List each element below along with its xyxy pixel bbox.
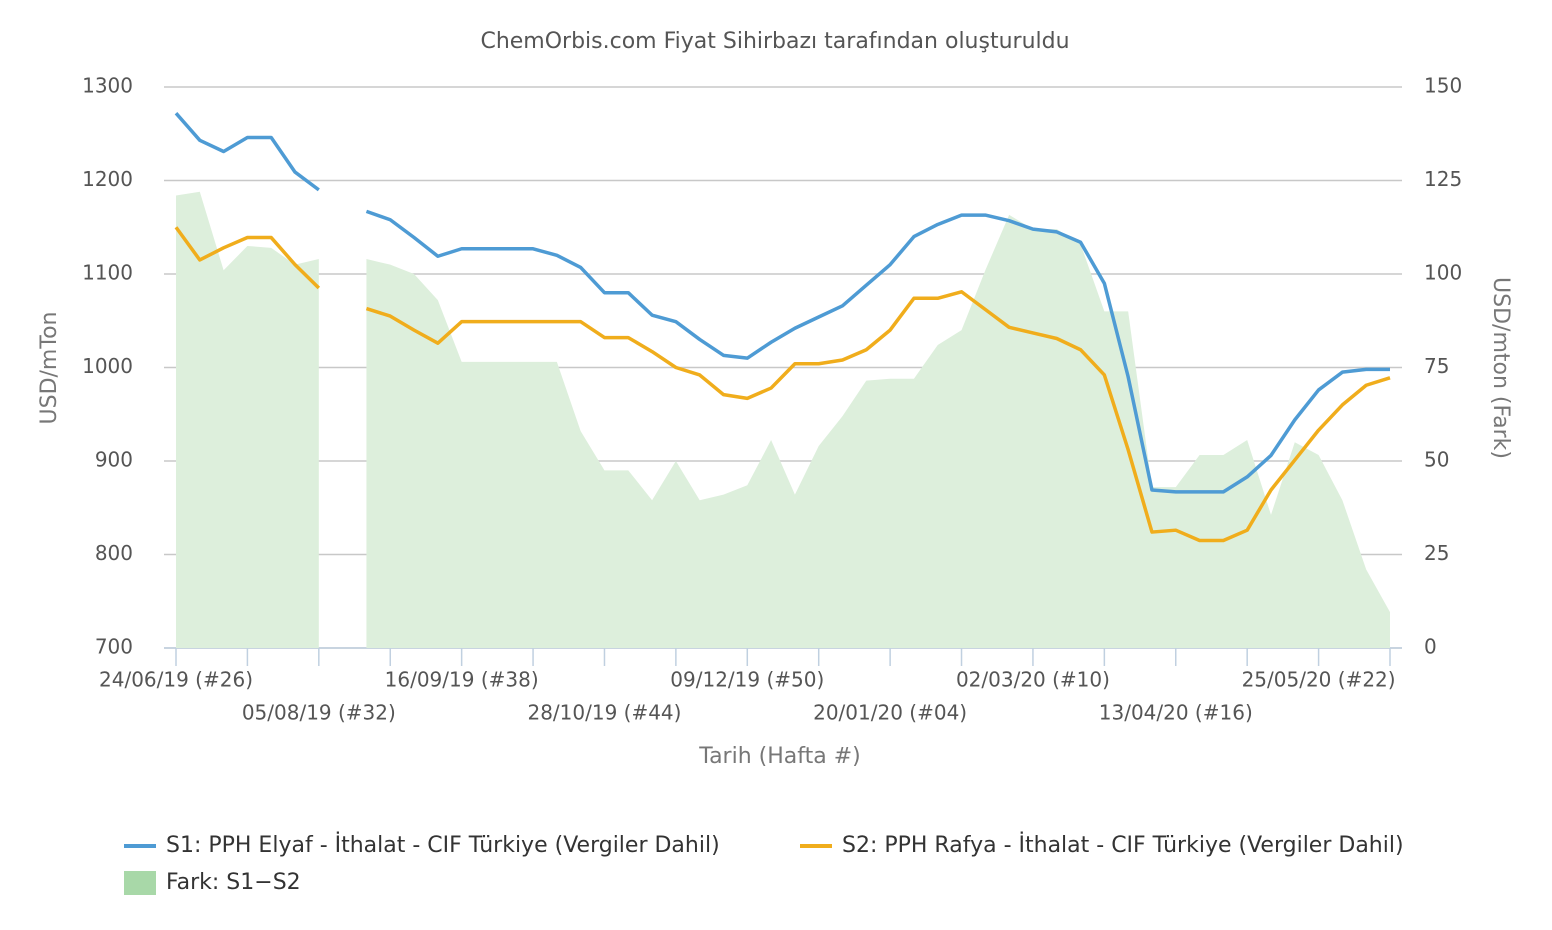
x-tick-label: 28/10/19 (#44) xyxy=(527,701,681,725)
y-tick-label: 1100 xyxy=(82,261,133,285)
x-tick-label: 16/09/19 (#38) xyxy=(385,668,539,692)
x-tick-label: 02/03/20 (#10) xyxy=(956,668,1110,692)
y-tick-label: 700 xyxy=(95,635,133,659)
x-tick-label: 13/04/20 (#16) xyxy=(1099,701,1253,725)
legend-label: S1: PPH Elyaf - İthalat - CIF Türkiye (V… xyxy=(166,832,720,858)
y2-tick-label: 100 xyxy=(1424,261,1462,285)
y2-tick-label: 75 xyxy=(1424,354,1449,378)
y-tick-label: 1000 xyxy=(82,354,133,378)
legend-label: Fark: S1−S2 xyxy=(166,870,301,895)
x-tick-label: 20/01/20 (#04) xyxy=(813,701,967,725)
y2-tick-label: 150 xyxy=(1424,74,1462,98)
y2-tick-label: 0 xyxy=(1424,635,1437,659)
x-tick-label: 05/08/19 (#32) xyxy=(242,701,396,725)
y-tick-label: 1200 xyxy=(82,167,133,191)
y2-tick-label: 50 xyxy=(1424,448,1449,472)
y-tick-label: 1300 xyxy=(82,74,133,98)
y2-axis-label: USD/mton (Fark) xyxy=(1488,277,1513,459)
x-tick-label: 09/12/19 (#50) xyxy=(670,668,824,692)
chart-title: ChemOrbis.com Fiyat Sihirbazı tarafından… xyxy=(480,29,1069,54)
legend-label: S2: PPH Rafya - İthalat - CIF Türkiye (V… xyxy=(842,832,1404,858)
line xyxy=(174,226,1391,543)
x-tick-label: 24/06/19 (#26) xyxy=(99,668,253,692)
legend-swatch xyxy=(124,871,156,895)
y2-tick-label: 125 xyxy=(1424,167,1462,191)
y-tick-label: 800 xyxy=(95,541,133,565)
y-axis-label: USD/mTon xyxy=(37,312,62,425)
line xyxy=(174,112,1390,494)
y-tick-label: 900 xyxy=(95,448,133,472)
area xyxy=(176,191,1390,648)
x-tick-label: 25/05/20 (#22) xyxy=(1242,668,1396,692)
y2-tick-label: 25 xyxy=(1424,541,1449,565)
x-axis-label: Tarih (Hafta #) xyxy=(698,744,860,769)
